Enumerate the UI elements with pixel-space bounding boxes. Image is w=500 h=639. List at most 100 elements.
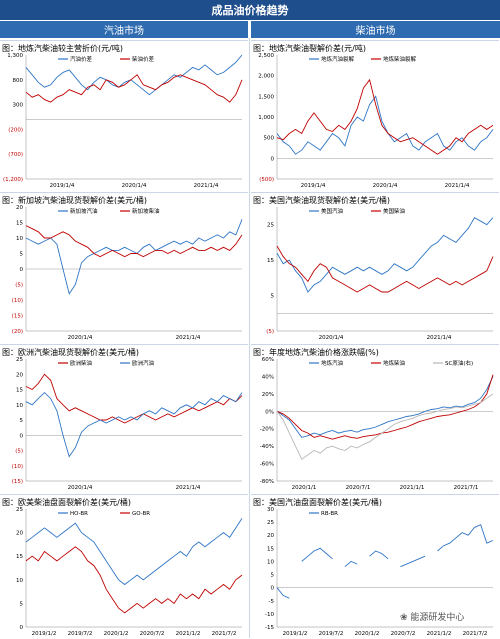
series-line — [276, 376, 494, 438]
y-tick-label: 0% — [265, 409, 274, 415]
y-tick-label: 20 — [16, 372, 23, 378]
y-tick-label: 1,000 — [258, 115, 274, 121]
x-tick-label: 2020/1/4 — [373, 183, 398, 189]
y-tick-label: (5) — [266, 329, 274, 335]
chart-us-crack: 25 15 5 (5) 2020/1/4 2021/1/4 美国汽油 美国柴油 — [266, 207, 494, 341]
y-tick-label: (700) — [8, 152, 23, 158]
y-tick-label: (20) — [12, 329, 23, 335]
y-tick-label: 15 — [16, 554, 23, 560]
x-tick-label: 2020/1/4 — [68, 335, 93, 341]
chart-title: 图：欧美柴油盘面裂解价差(美元/桶) — [2, 498, 131, 507]
series-line — [25, 225, 243, 258]
chart-panel-5: 图：欧洲汽柴油现货裂解价差(美元/桶) 25 20 15 10 5 0 (5) (10) (15… — [0, 344, 248, 493]
y-tick-label: 10 — [16, 403, 23, 409]
y-tick-label: 15 — [267, 546, 274, 552]
x-tick-label: 2021/1/4 — [445, 183, 470, 189]
y-tick-label: 20 — [16, 205, 23, 211]
y-tick-label: 30 — [267, 507, 274, 513]
y-tick-label: 10 — [16, 578, 23, 584]
y-tick-label: 10 — [16, 236, 23, 242]
y-tick-label: (15) — [12, 479, 23, 485]
y-tick-label: 20% — [262, 392, 274, 398]
x-tick-label: 2020/7/2 — [140, 631, 165, 637]
y-tick-label: -5 — [269, 599, 275, 605]
y-tick-label: 2,000 — [258, 74, 274, 80]
y-tick-label: 2,500 — [258, 53, 274, 59]
x-tick-label: 2020/1/1 — [292, 485, 317, 491]
y-tick-label: 0 — [271, 156, 275, 162]
chart-panel-7: 图：欧美柴油盘面裂解价差(美元/桶) 25 20 15 10 5 0 2019/1/2 201… — [0, 494, 248, 639]
y-tick-label: 1,300 — [7, 53, 23, 59]
y-tick-label: 20 — [16, 531, 23, 537]
y-tick-label: 1,500 — [258, 94, 274, 100]
x-tick-label: 2021/1/4 — [427, 335, 452, 341]
y-tick-label: 0 — [20, 625, 24, 631]
y-tick-label: (500) — [259, 177, 274, 183]
chart-title: 图：地炼汽柴油较主营折价(元/吨) — [2, 44, 123, 53]
chart-title: 图：美国汽油盘面裂解价差(美元/桶) — [253, 498, 382, 507]
legend-label: 地炼柴油 — [383, 359, 406, 367]
y-tick-label: 5 — [271, 294, 275, 300]
legend-label: 地炼汽油裂解 — [321, 55, 355, 63]
y-tick-label: 5 — [271, 573, 275, 579]
y-tick-label: -10 — [265, 612, 274, 618]
y-tick-label: (1,200) — [3, 177, 23, 183]
chart-panel-2: 图：地炼汽柴油裂解价差(元/吨) 2,500 2,000 1,500 1,000 500… — [251, 40, 499, 191]
y-tick-label: 5 — [20, 252, 24, 258]
x-tick-label: 2019/1/2 — [283, 631, 308, 637]
y-tick-label: (5) — [15, 283, 23, 289]
legend-label: GO-BR — [132, 511, 150, 517]
y-tick-label: 25 — [16, 507, 23, 513]
y-tick-label: 20 — [267, 533, 274, 539]
series-line — [276, 374, 494, 440]
y-tick-label: 40% — [262, 374, 274, 380]
legend-label: 汽油价差 — [70, 55, 93, 63]
legend-label: 欧洲柴油 — [70, 359, 93, 367]
y-tick-label: 800 — [13, 78, 24, 84]
series-line — [25, 518, 243, 586]
chart-refinery-discount: 1,300 800 300 (200) (700) (1,200) 2019/1/4 2020… — [3, 53, 243, 189]
x-tick-label: 2021/7/2 — [212, 631, 237, 637]
x-tick-label: 2021/1/4 — [176, 335, 201, 341]
wechat-icon: ❀ — [400, 613, 411, 623]
x-tick-label: 2019/1/2 — [32, 631, 57, 637]
watermark: ❀ 能源研发中心 — [400, 613, 465, 623]
series-line — [276, 393, 494, 460]
chart-panel-4: 图：美国汽柴油现货裂解价差(美元/桶) 25 15 5 (5) 2020/1/4 2021… — [251, 192, 499, 343]
y-tick-label: 15 — [16, 221, 23, 227]
x-tick-label: 2019/7/2 — [68, 631, 93, 637]
x-tick-label: 2020/1/2 — [355, 631, 380, 637]
y-tick-label: 5 — [20, 418, 24, 424]
x-tick-label: 2021/1/2 — [427, 631, 452, 637]
x-tick-label: 2020/7/1 — [346, 485, 371, 491]
y-tick-label: -40% — [260, 444, 274, 450]
legend-label: 美国柴油 — [383, 207, 406, 215]
y-tick-label: 25 — [267, 520, 274, 526]
legend-label: 地炼汽油 — [321, 359, 344, 367]
page-title: 成品油价格趋势 — [211, 4, 289, 17]
page-banner: 成品油价格趋势 — [0, 0, 500, 20]
series-line — [25, 391, 243, 458]
x-tick-label: 2020/1/4 — [122, 183, 147, 189]
y-tick-label: 15 — [267, 258, 274, 264]
legend-label: SC原油(右) — [445, 359, 473, 367]
chart-euus-diesel-futures: 25 20 15 10 5 0 2019/1/2 2019/7/2 2020/1/2 2020/7… — [16, 507, 243, 637]
y-tick-label: -60% — [260, 462, 274, 468]
y-tick-label: (15) — [12, 314, 23, 320]
y-tick-label: 15 — [16, 388, 23, 394]
series-line — [276, 78, 494, 155]
chart-europe-crack: 25 20 15 10 5 0 (5) (10) (15) 2020/1/4 2021/1/4 欧洲柴… — [12, 357, 243, 491]
chart-title: 图：美国汽柴油现货裂解价差(美元/桶) — [253, 196, 390, 205]
chart-panel-8: 图：美国汽油盘面裂解价差(美元/桶) 30 25 20 15 10 5 0 -5 -10 -15 2… — [251, 494, 499, 639]
legend-label: 欧洲汽油 — [132, 359, 155, 367]
x-tick-label: 2021/1/2 — [176, 631, 201, 637]
y-tick-label: -20% — [260, 427, 274, 433]
y-tick-label: 5 — [20, 601, 24, 607]
y-tick-label: 25 — [267, 223, 274, 229]
legend-label: HO-BR — [70, 511, 88, 517]
x-tick-label: 2019/1/4 — [301, 183, 326, 189]
chart-refinery-crack: 2,500 2,000 1,500 1,000 500 0 (500) 2019/1/4 202… — [258, 53, 494, 189]
column-header-diesel: 柴油市场 — [251, 21, 500, 38]
chart-us-gasoline-futures: 30 25 20 15 10 5 0 -5 -10 -15 2019/1/2 2019/7/2 2020… — [265, 507, 494, 637]
chart-title: 图：欧洲汽柴油现货裂解价差(美元/桶) — [2, 348, 139, 357]
